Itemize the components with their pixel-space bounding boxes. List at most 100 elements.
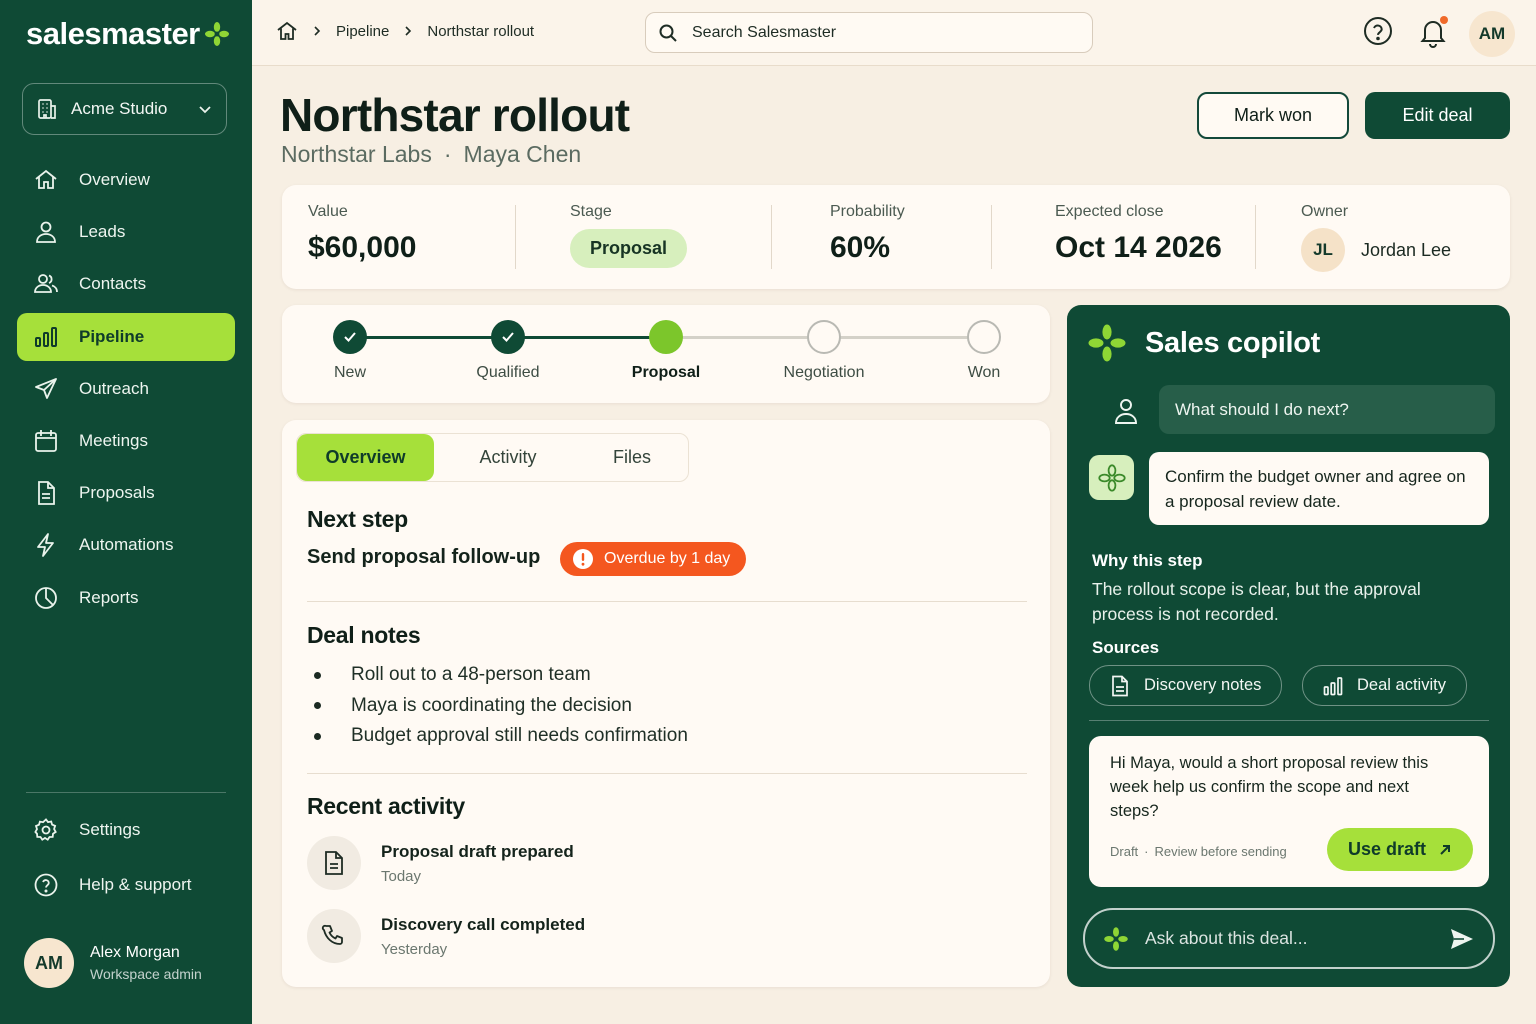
sidebar-item-label: Outreach xyxy=(79,378,149,398)
stage-step-won[interactable]: Won xyxy=(924,320,1044,382)
list-item: Budget approval still needs confirmation xyxy=(307,721,688,752)
sidebar-item-outreach[interactable]: Outreach xyxy=(17,365,235,413)
step-dot xyxy=(333,320,367,354)
phone-icon xyxy=(307,909,361,963)
page-subtitle: Northstar Labs · Maya Chen xyxy=(281,141,581,168)
sidebar-item-leads[interactable]: Leads xyxy=(17,208,235,256)
avatar[interactable]: AM xyxy=(1469,11,1515,57)
bolt-icon xyxy=(33,532,59,558)
deal-tabs: Overview Activity Files xyxy=(296,433,689,482)
tab-files[interactable]: Files xyxy=(612,447,651,467)
sidebar-item-label: Proposals xyxy=(79,483,155,503)
sidebar-item-label: Pipeline xyxy=(79,326,145,346)
sidebar-item-label: Contacts xyxy=(79,274,147,294)
sidebar-item-help[interactable]: Help & support xyxy=(17,861,235,909)
current-user[interactable]: AM Alex Morgan Workspace admin xyxy=(24,938,202,988)
sidebar-item-pipeline[interactable]: Pipeline xyxy=(17,312,235,361)
metric-label: Expected close xyxy=(1055,203,1164,220)
divider xyxy=(307,773,1027,774)
search-input[interactable] xyxy=(692,23,1072,42)
sidebar-item-label: Overview xyxy=(79,170,150,189)
user-message: What should I do next? xyxy=(1159,385,1495,434)
divider xyxy=(515,205,516,269)
deal-notes-title: Deal notes xyxy=(307,622,421,648)
copilot-star-icon xyxy=(1087,323,1127,363)
sidebar-item-label: Meetings xyxy=(79,430,148,450)
send-icon[interactable] xyxy=(1449,927,1475,951)
search-box[interactable] xyxy=(645,12,1093,53)
sidebar-item-meetings[interactable]: Meetings xyxy=(17,417,235,465)
next-step-task[interactable]: Send proposal follow-up xyxy=(307,546,541,568)
use-draft-button[interactable]: Use draft xyxy=(1327,828,1473,871)
stage-step-proposal[interactable]: Proposal xyxy=(606,320,726,382)
stage-step-new[interactable]: New xyxy=(290,320,410,382)
help-icon[interactable] xyxy=(1363,16,1393,46)
stage-step-negotiation[interactable]: Negotiation xyxy=(764,320,884,382)
chevron-right-icon xyxy=(312,25,322,37)
metric-stage: Stage Proposal xyxy=(570,203,688,268)
activity-item[interactable]: Proposal draft prepared Today xyxy=(307,836,574,890)
deal-notes-list: Roll out to a 48-person team Maya is coo… xyxy=(307,660,688,752)
search-icon xyxy=(658,23,678,43)
sidebar-item-automations[interactable]: Automations xyxy=(17,521,235,569)
owner[interactable]: JL Jordan Lee xyxy=(1301,228,1451,272)
activity-time: Yesterday xyxy=(381,940,448,958)
why-this-step-text: The rollout scope is clear, but the appr… xyxy=(1092,579,1421,624)
divider xyxy=(1089,720,1489,721)
metric-value: Value $60,000 xyxy=(308,203,416,265)
activity-item[interactable]: Discovery call completed Yesterday xyxy=(307,909,585,963)
stage-step-qualified[interactable]: Qualified xyxy=(448,320,568,382)
sidebar-item-proposals[interactable]: Proposals xyxy=(17,469,235,517)
step-label: Proposal xyxy=(631,364,701,381)
step-label: New xyxy=(333,364,366,381)
step-dot xyxy=(807,320,841,354)
company-name[interactable]: Northstar Labs xyxy=(281,141,432,167)
page-title: Northstar rollout xyxy=(280,89,630,141)
deal-value: $60,000 xyxy=(308,231,417,264)
step-label: Qualified xyxy=(476,364,540,381)
divider xyxy=(771,205,772,269)
copilot-avatar-icon xyxy=(1089,455,1134,500)
sidebar-item-settings[interactable]: Settings xyxy=(17,806,235,854)
sidebar-nav: Overview Leads Contacts Pipeline Outreac… xyxy=(17,156,235,626)
use-draft-label: Use draft xyxy=(1347,839,1427,859)
metric-owner: Owner JL Jordan Lee xyxy=(1301,203,1451,272)
bell-icon[interactable] xyxy=(1418,16,1448,48)
copilot-message: Confirm the budget owner and agree on a … xyxy=(1149,452,1489,525)
step-dot xyxy=(491,320,525,354)
edit-deal-button[interactable]: Edit deal xyxy=(1365,92,1510,139)
tab-activity[interactable]: Activity xyxy=(479,447,537,467)
source-deal-activity[interactable]: Deal activity xyxy=(1302,665,1467,706)
workspace-switcher[interactable]: Acme Studio xyxy=(22,83,227,135)
ask-input[interactable] xyxy=(1145,928,1433,949)
sidebar-item-label: Reports xyxy=(79,587,139,607)
home-icon[interactable] xyxy=(276,20,298,42)
sidebar-item-label: Automations xyxy=(79,535,174,555)
sidebar-bottom-nav: Settings Help & support xyxy=(17,806,235,916)
source-discovery-notes[interactable]: Discovery notes xyxy=(1089,665,1283,706)
expected-close-date: Oct 14 2026 xyxy=(1055,231,1222,264)
sidebar-item-contacts[interactable]: Contacts xyxy=(17,260,235,308)
arrow-up-right-icon xyxy=(1438,843,1452,857)
breadcrumb-pipeline[interactable]: Pipeline xyxy=(336,22,390,40)
activity-title: Proposal draft prepared xyxy=(381,841,574,861)
document-icon xyxy=(307,836,361,890)
sidebar-item-reports[interactable]: Reports xyxy=(17,574,235,622)
mark-won-button[interactable]: Mark won xyxy=(1197,92,1349,139)
calendar-icon xyxy=(33,428,59,454)
logo[interactable]: salesmaster xyxy=(26,16,230,52)
recent-activity-title: Recent activity xyxy=(307,793,465,819)
sidebar-divider xyxy=(26,792,226,793)
ask-box[interactable] xyxy=(1083,908,1495,969)
sidebar-item-overview[interactable]: Overview xyxy=(17,156,235,204)
contact-name[interactable]: Maya Chen xyxy=(463,141,582,167)
deal-detail-card: Overview Activity Files Next step Send p… xyxy=(282,420,1050,987)
why-this-step-title: Why this step xyxy=(1092,551,1203,570)
tab-overview[interactable]: Overview xyxy=(297,434,434,481)
draft-label: Draft xyxy=(1110,844,1139,859)
sidebar-item-label: Leads xyxy=(79,222,126,242)
pie-chart-icon xyxy=(33,585,59,611)
draft-hint: Review before sending xyxy=(1154,844,1287,859)
avatar: AM xyxy=(24,938,74,988)
divider xyxy=(1255,205,1256,269)
